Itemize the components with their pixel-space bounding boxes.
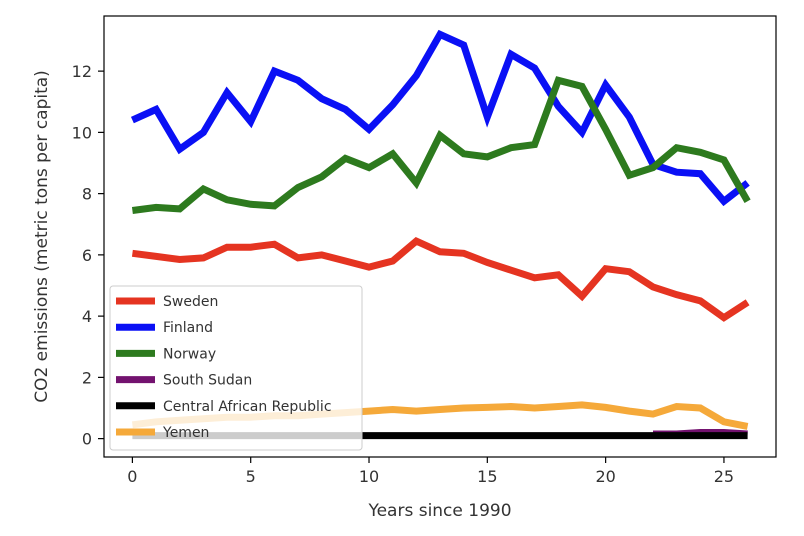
x-tick-label: 15: [477, 467, 497, 486]
legend-label: Norway: [163, 346, 216, 362]
legend-box: [109, 285, 363, 451]
y-tick-label: 10: [72, 123, 92, 142]
legend-label: Central African Republic: [163, 399, 332, 415]
series-line-sweden: [131, 237, 750, 322]
y-tick-label: 0: [82, 430, 92, 449]
x-axis: 0 5 10 15 20 25: [127, 457, 734, 486]
legend-label: Sweden: [163, 294, 218, 310]
legend-label: South Sudan: [163, 373, 252, 389]
y-axis-title: CO2 emissions (metric tons per capita): [32, 70, 52, 403]
x-tick-label: 20: [595, 467, 615, 486]
series-line-finland: [130, 29, 750, 207]
y-tick-label: 6: [82, 246, 92, 265]
legend-label: Yemen: [162, 425, 209, 441]
x-tick-label: 25: [714, 467, 734, 486]
x-tick-label: 5: [246, 467, 256, 486]
y-axis: 0 2 4 6 8 10 12: [72, 62, 104, 449]
y-tick-label: 12: [72, 62, 92, 81]
plot-frame: [103, 15, 777, 458]
series-line-norway: [131, 76, 751, 214]
y-tick-label: 4: [82, 307, 92, 326]
x-axis-title: Years since 1990: [367, 501, 511, 521]
legend-label: Finland: [163, 320, 213, 336]
x-tick-label: 0: [127, 467, 137, 486]
legend: Sweden Finland Norway South Sudan Central Af…: [109, 285, 363, 451]
y-tick-label: 8: [82, 185, 92, 204]
y-tick-label: 2: [82, 368, 92, 387]
x-tick-label: 10: [359, 467, 379, 486]
